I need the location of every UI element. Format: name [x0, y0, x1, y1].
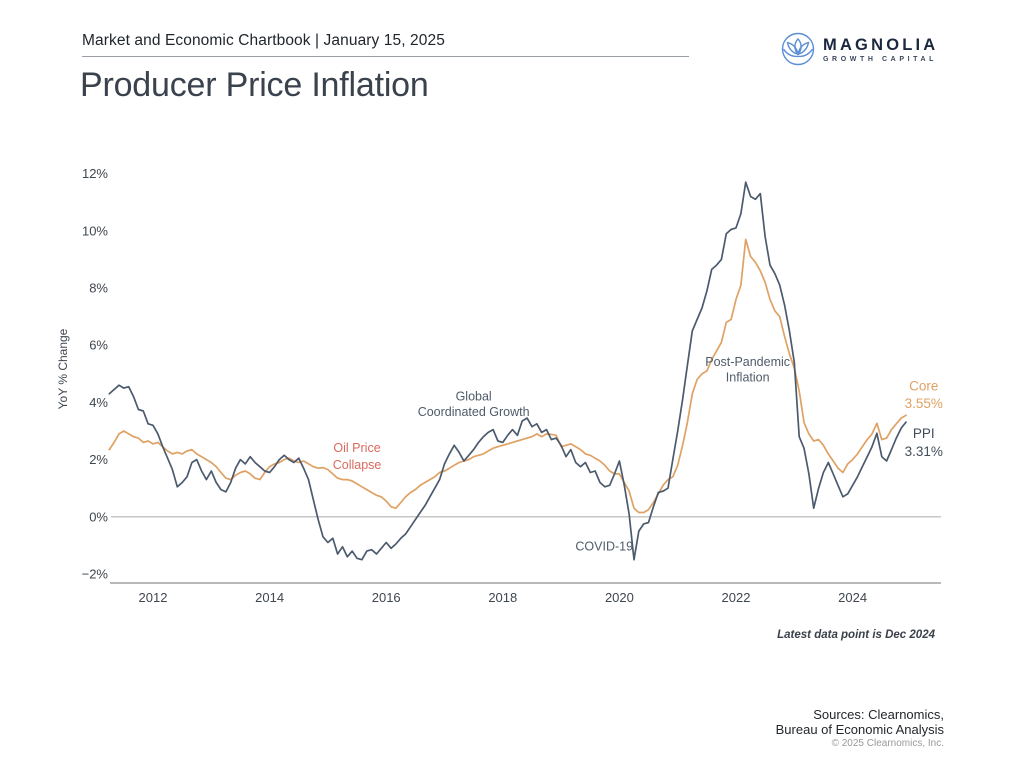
y-tick-label: 2% [89, 452, 108, 467]
core-end-label: Core [909, 378, 938, 393]
y-tick-label: 10% [82, 223, 108, 238]
magnolia-logo: MAGNOLIA GROWTH CAPITAL [779, 30, 938, 68]
global-coordinated-growth-annotation: Coordinated Growth [418, 405, 530, 419]
post-pandemic-inflation-annotation: Inflation [726, 371, 770, 385]
ppi-line [108, 181, 907, 561]
x-axis-tick-labels: 2012 2014 2016 2018 2020 2022 2024 [139, 590, 868, 605]
core-end-label: 3.55% [905, 396, 943, 411]
x-tick-label: 2020 [605, 590, 634, 605]
oil-price-collapse-annotation: Oil Price [333, 441, 380, 455]
x-tick-label: 2022 [722, 590, 751, 605]
chart-annotations: Oil Price Collapse Global Coordinated Growt… [333, 355, 943, 553]
y-axis-title: YoY % Change [56, 328, 70, 409]
x-tick-label: 2012 [139, 590, 168, 605]
x-tick-label: 2024 [838, 590, 867, 605]
latest-data-note: Latest data point is Dec 2024 [777, 629, 935, 641]
page-title: Producer Price Inflation [80, 66, 429, 104]
post-pandemic-inflation-annotation: Post-Pandemic [705, 355, 790, 369]
y-tick-label: 6% [89, 338, 108, 353]
oil-price-collapse-annotation: Collapse [333, 458, 382, 472]
y-tick-label: 8% [89, 281, 108, 296]
y-axis-tick-labels: −2% 0% 2% 4% 6% 8% 10% 12% [82, 166, 109, 581]
y-tick-label: 0% [89, 509, 108, 524]
sources-line-2: Bureau of Economic Analysis [775, 722, 944, 737]
core-line [108, 238, 907, 514]
x-tick-label: 2014 [255, 590, 284, 605]
logo-name: MAGNOLIA [823, 35, 939, 54]
ppi-end-label: 3.31% [905, 444, 943, 459]
logo-tagline: GROWTH CAPITAL [823, 55, 938, 63]
x-tick-label: 2016 [372, 590, 401, 605]
header-divider [82, 56, 689, 57]
series-lines [108, 181, 907, 561]
magnolia-flower-icon [781, 32, 815, 66]
covid-19-annotation: COVID-19 [575, 540, 633, 554]
copyright-notice: © 2025 Clearnomics, Inc. [831, 738, 944, 749]
y-tick-label: 12% [82, 166, 108, 181]
sources-line-1: Sources: Clearnomics, [813, 707, 944, 722]
ppi-end-label: PPI [913, 426, 935, 441]
sources-attribution: Sources: Clearnomics, Bureau of Economic… [776, 707, 944, 737]
y-tick-label: −2% [82, 567, 109, 582]
x-tick-label: 2018 [488, 590, 517, 605]
global-coordinated-growth-annotation: Global [456, 389, 492, 403]
chartbook-header: Market and Economic Chartbook | January … [82, 32, 445, 49]
y-tick-label: 4% [89, 395, 108, 410]
